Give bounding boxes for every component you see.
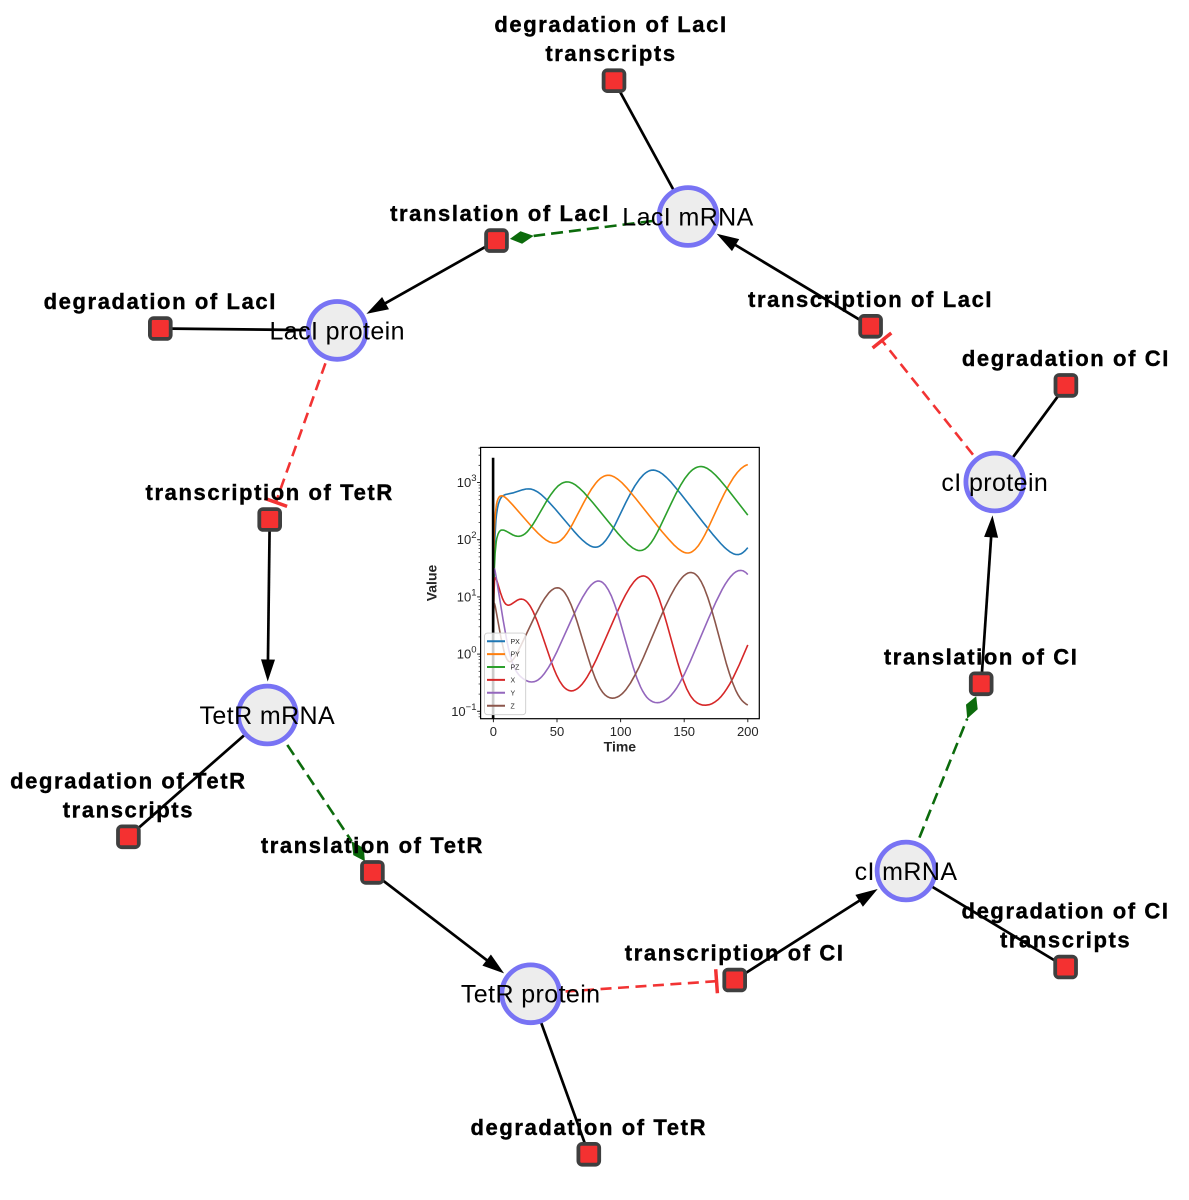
svg-text:transcripts: transcripts xyxy=(1000,928,1131,953)
svg-text:100: 100 xyxy=(610,724,632,739)
svg-text:degradation of TetR: degradation of TetR xyxy=(10,768,247,793)
svg-text:transcripts: transcripts xyxy=(545,41,676,66)
svg-text:Time: Time xyxy=(604,739,637,755)
svg-text:cI protein: cI protein xyxy=(941,469,1048,497)
svg-text:PX: PX xyxy=(511,639,521,646)
svg-text:degradation of CI: degradation of CI xyxy=(962,899,1170,924)
svg-text:102: 102 xyxy=(457,530,477,547)
svg-text:TetR mRNA: TetR mRNA xyxy=(200,702,336,730)
svg-text:degradation of LacI: degradation of LacI xyxy=(494,12,727,37)
svg-text:Y: Y xyxy=(511,690,516,697)
svg-text:0: 0 xyxy=(490,724,497,739)
svg-text:translation of CI: translation of CI xyxy=(884,644,1079,669)
svg-text:200: 200 xyxy=(737,724,759,739)
svg-text:TetR protein: TetR protein xyxy=(461,981,601,1009)
svg-text:degradation of TetR: degradation of TetR xyxy=(471,1115,708,1140)
svg-text:transcription of LacI: transcription of LacI xyxy=(748,287,993,312)
svg-text:PZ: PZ xyxy=(511,665,521,672)
svg-text:103: 103 xyxy=(457,473,477,490)
svg-text:Z: Z xyxy=(511,703,516,710)
svg-text:150: 150 xyxy=(673,724,695,739)
svg-text:50: 50 xyxy=(550,724,564,739)
svg-text:transcripts: transcripts xyxy=(63,797,194,822)
svg-text:degradation of LacI: degradation of LacI xyxy=(44,289,277,314)
svg-text:PY: PY xyxy=(511,652,521,659)
svg-text:Value: Value xyxy=(424,565,440,602)
svg-text:translation of LacI: translation of LacI xyxy=(390,201,610,226)
svg-text:100: 100 xyxy=(457,645,477,662)
svg-text:translation of TetR: translation of TetR xyxy=(261,833,484,858)
svg-text:101: 101 xyxy=(457,587,477,604)
svg-text:10−1: 10−1 xyxy=(451,702,476,719)
svg-text:transcription of TetR: transcription of TetR xyxy=(146,480,394,505)
svg-text:transcription of CI: transcription of CI xyxy=(625,941,845,966)
svg-text:cI mRNA: cI mRNA xyxy=(855,858,958,886)
svg-text:X: X xyxy=(511,678,516,685)
svg-text:degradation of CI: degradation of CI xyxy=(962,346,1170,371)
svg-text:LacI mRNA: LacI mRNA xyxy=(622,203,753,231)
svg-text:LacI protein: LacI protein xyxy=(269,317,404,345)
